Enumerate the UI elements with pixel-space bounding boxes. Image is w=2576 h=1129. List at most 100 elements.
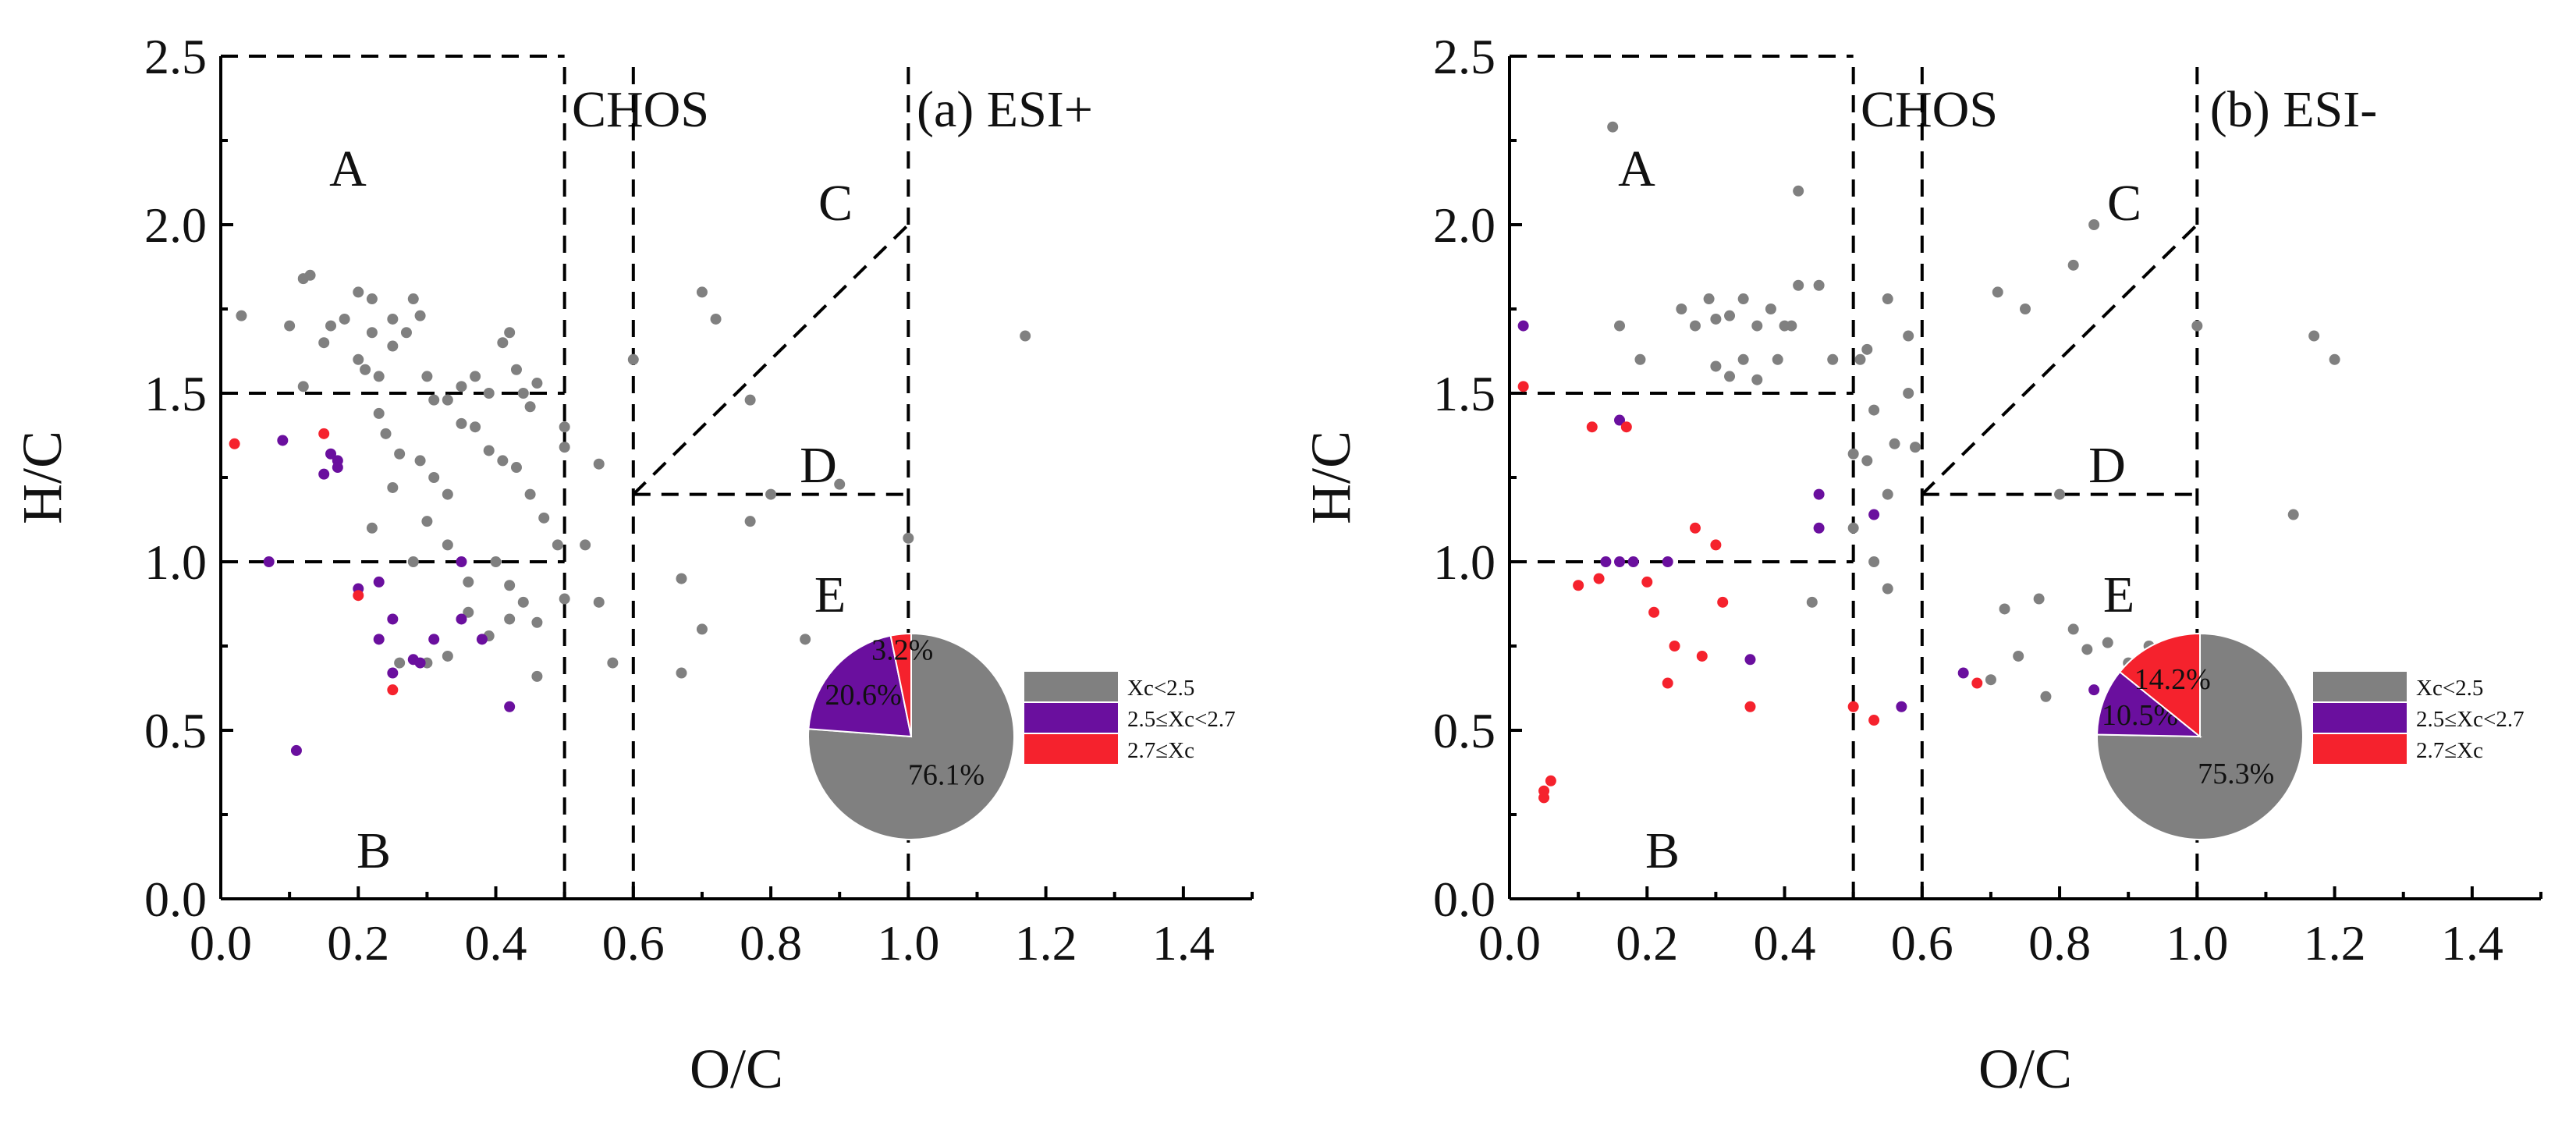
y-tick-label: 0.0 [144, 872, 207, 927]
x-tick-label: 0.0 [1478, 915, 1541, 971]
x-tick-label: 1.0 [877, 915, 939, 971]
scatter-point-low [800, 634, 811, 645]
scatter-point-low [1689, 320, 1701, 332]
legend-swatch-high [1024, 734, 1118, 764]
group-label: CHOS [1861, 81, 1998, 138]
x-tick-label: 0.8 [2028, 915, 2091, 971]
x-tick-label: 0.4 [465, 915, 527, 971]
scatter-point-low [414, 310, 426, 321]
scatter-point-mid [373, 576, 385, 588]
scatter-point-low [517, 388, 529, 399]
scatter-point-low [1827, 353, 1839, 365]
panel-esi-negative: H/C O/C CHOS (b) ESI- A B C D E Xc<2.5 2… [1300, 29, 2542, 1100]
region-label-c: C [2107, 175, 2141, 232]
x-tick-label: 0.2 [1616, 915, 1678, 971]
scatter-point-low [2067, 259, 2079, 271]
x-tick-label: 0.6 [602, 915, 665, 971]
scatter-point-low [1909, 442, 1921, 453]
scatter-point-low [1793, 185, 1804, 197]
x-axis-title: O/C [1978, 1038, 2072, 1100]
scatter-point-high [1538, 785, 1550, 797]
x-tick-label: 1.0 [2166, 915, 2228, 971]
scatter-point-low [236, 310, 247, 321]
y-tick-label: 1.0 [1433, 534, 1496, 590]
scatter-point-low [304, 269, 316, 281]
scatter-point-mid [290, 744, 302, 756]
scatter-point-low [1772, 353, 1783, 365]
scatter-point-high [1662, 677, 1673, 689]
scatter-point-low [593, 458, 605, 470]
region-label-c: C [818, 175, 853, 232]
legend-label-mid: 2.5≤Xc<2.7 [1127, 707, 1236, 732]
scatter-point-low [517, 596, 529, 608]
scatter-point-mid [476, 634, 488, 645]
panel-esi-positive: H/C O/C CHOS (a) ESI+ A B C D E Xc<2.5 2… [11, 29, 1254, 1100]
scatter-point-mid [1957, 667, 1969, 679]
scatter-point-mid [387, 667, 399, 679]
scatter-point-mid [332, 462, 343, 474]
scatter-point-low [1889, 438, 1900, 449]
scatter-point-low [524, 488, 536, 500]
scatter-point-low [1985, 674, 1996, 686]
scatter-point-low [1676, 304, 1687, 314]
region-label-e: E [2103, 566, 2134, 623]
legend: Xc<2.5 2.5≤Xc<2.7 2.7≤Xc [1024, 672, 1236, 764]
scatter-point-high [353, 590, 364, 602]
scatter-point-low [1813, 279, 1825, 291]
scatter-point-mid [1744, 654, 1756, 666]
y-tick-label: 2.5 [1433, 29, 1496, 84]
scatter-point-mid [456, 613, 467, 625]
scatter-point-low [339, 313, 350, 325]
scatter-point-mid [2088, 684, 2100, 696]
panel-title: (a) ESI+ [917, 81, 1093, 138]
scatter-point-low [2329, 353, 2340, 365]
scatter-point-low [1751, 374, 1763, 385]
scatter-point-mid [325, 448, 337, 460]
pie-label-low: 75.3% [2198, 758, 2274, 790]
scatter-point-mid [387, 613, 399, 625]
scatter-point-low [2102, 637, 2113, 648]
pie-slice-high [889, 632, 912, 737]
y-tick-label: 1.5 [1433, 366, 1496, 421]
scatter-point-high [1868, 715, 1880, 726]
scatter-point-low [387, 481, 399, 493]
scatter-point-low [421, 371, 433, 382]
scatter-point-high [1669, 641, 1680, 651]
scatter-point-high [1971, 677, 1983, 689]
divider-diagonal [632, 223, 910, 496]
x-tick-label: 1.2 [2304, 915, 2366, 971]
scatter-point-high [1717, 596, 1729, 608]
scatter-point-mid [373, 634, 385, 645]
scatter-point-mid [1868, 509, 1880, 520]
scatter-point-high [1847, 701, 1859, 712]
scatter-point-low [1861, 455, 1873, 467]
scatter-point-high [1573, 580, 1584, 591]
scatter-point-low [407, 556, 419, 567]
legend-label-mid: 2.5≤Xc<2.7 [2416, 707, 2525, 732]
legend-swatch-low [2313, 672, 2407, 701]
region-label-b: B [357, 822, 391, 879]
scatter-point-low [387, 340, 399, 352]
x-tick-label: 0.2 [327, 915, 389, 971]
scatter-point-low [366, 522, 378, 534]
scatter-point-low [1882, 488, 1893, 500]
scatter-point-low [1868, 404, 1880, 416]
scatter-point-low [463, 606, 474, 618]
scatter-point-low [353, 353, 364, 365]
scatter-point-low [373, 371, 385, 382]
scatter-point-low [394, 657, 406, 669]
scatter-point-low [593, 596, 605, 608]
scatter-point-mid [1813, 488, 1825, 500]
scatter-point-low [504, 580, 516, 591]
legend-swatch-low [1024, 672, 1118, 701]
scatter-point-high [318, 428, 330, 439]
x-tick-label: 0.6 [1891, 915, 1953, 971]
x-tick-label: 1.4 [1152, 915, 1215, 971]
region-label-a: A [329, 140, 367, 197]
scatter-point-low [1847, 522, 1859, 534]
scatter-point-low [2020, 304, 2031, 314]
scatter-point-low [559, 593, 570, 605]
region-label-a: A [1618, 140, 1655, 197]
legend-label-high: 2.7≤Xc [1127, 738, 1194, 763]
x-tick-label: 1.4 [2441, 915, 2503, 971]
